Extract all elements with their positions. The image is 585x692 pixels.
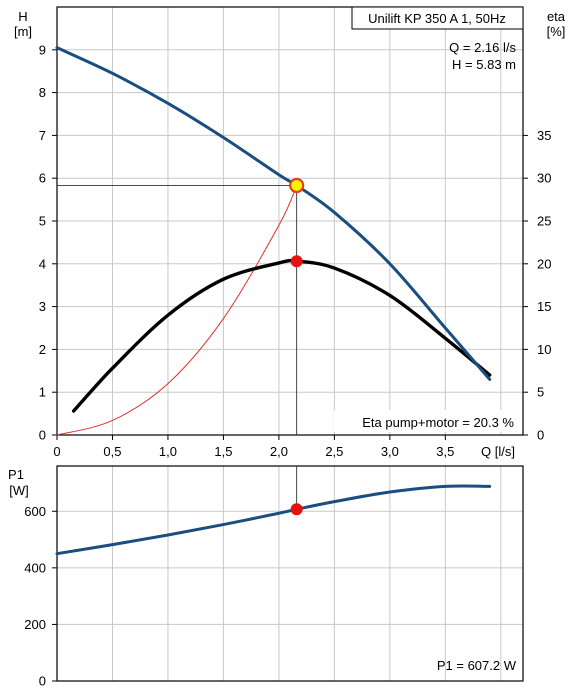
eta-tick-label: 5: [537, 385, 544, 400]
flow-tick-label: 3,0: [381, 444, 399, 459]
flow-tick-label: 0,5: [103, 444, 121, 459]
power-tick-label: 0: [39, 674, 46, 689]
head-curve: [55, 46, 492, 381]
flow-readout: Q = 2.16 l/s: [449, 40, 516, 55]
head-tick-label: 6: [39, 171, 46, 186]
flow-tick-label: 0: [53, 444, 60, 459]
power-tick-label: 400: [24, 560, 46, 575]
system-curve: [56, 184, 298, 436]
power-axis-label-unit: [W]: [9, 483, 29, 498]
duty-point-guides: [57, 185, 298, 435]
eta-tick-label: 20: [537, 256, 551, 271]
head-tick-label: 9: [39, 42, 46, 57]
flow-tick-label: 3,5: [436, 444, 454, 459]
flow-tick-label: 2,5: [325, 444, 343, 459]
head-chart-series: [55, 46, 492, 436]
efficiency-curve: [71, 258, 492, 413]
flow-tick-label: 2,0: [270, 444, 288, 459]
flow-axis-ticks: 0 0,5 1,0 1,5 2,0 2,5 3,0 3,5: [53, 435, 454, 459]
head-tick-label: 2: [39, 342, 46, 357]
power-curve: [55, 484, 492, 556]
eta-readout: Eta pump+motor = 20.3 %: [362, 415, 514, 430]
head-axis-ticks: 0 1 2 3 4 5 6 7 8 9: [39, 42, 57, 443]
chart-title: Unilift KP 350 A 1, 50Hz: [368, 11, 506, 26]
power-axis-label-top: P1: [8, 467, 24, 482]
flow-axis-label: Q [l/s]: [481, 444, 515, 459]
duty-eta-marker: [290, 255, 303, 268]
eta-readout-bg: [334, 410, 520, 432]
power-chart-frame: [56, 465, 524, 682]
eta-tick-label: 25: [537, 214, 551, 229]
head-tick-label: 1: [39, 385, 46, 400]
power-tick-label: 200: [24, 617, 46, 632]
power-duty-marker: [290, 503, 303, 516]
head-readout: H = 5.83 m: [452, 57, 516, 72]
power-axis-ticks: 0 200 400 600: [24, 504, 57, 689]
title-box: [351, 6, 524, 30]
head-tick-label: 7: [39, 128, 46, 143]
eta-tick-label: 15: [537, 299, 551, 314]
power-chart-series: [55, 484, 492, 556]
head-axis-label-unit: [m]: [14, 24, 32, 39]
duty-point-markers: [289, 177, 305, 268]
eta-axis-label-top: eta: [547, 9, 566, 24]
power-duty-markers: [290, 503, 303, 516]
flow-tick-label: 1,0: [159, 444, 177, 459]
eta-axis-ticks: 0 5 10 15 20 25 30 35: [523, 128, 551, 443]
duty-point-marker: [289, 177, 305, 194]
head-tick-label: 5: [39, 214, 46, 229]
power-chart-grid: [57, 466, 523, 681]
eta-tick-label: 35: [537, 128, 551, 143]
head-tick-label: 3: [39, 299, 46, 314]
head-axis-label-top: H: [18, 9, 27, 24]
head-tick-label: 4: [39, 256, 46, 271]
eta-tick-label: 10: [537, 342, 551, 357]
eta-tick-label: 0: [537, 428, 544, 443]
head-tick-label: 0: [39, 428, 46, 443]
flow-tick-label: 1,5: [214, 444, 232, 459]
eta-tick-label: 30: [537, 171, 551, 186]
power-tick-label: 600: [24, 504, 46, 519]
head-tick-label: 8: [39, 85, 46, 100]
eta-axis-label-unit: [%]: [547, 24, 566, 39]
head-chart-grid: [57, 7, 523, 435]
power-readout: P1 = 607.2 W: [437, 658, 517, 673]
